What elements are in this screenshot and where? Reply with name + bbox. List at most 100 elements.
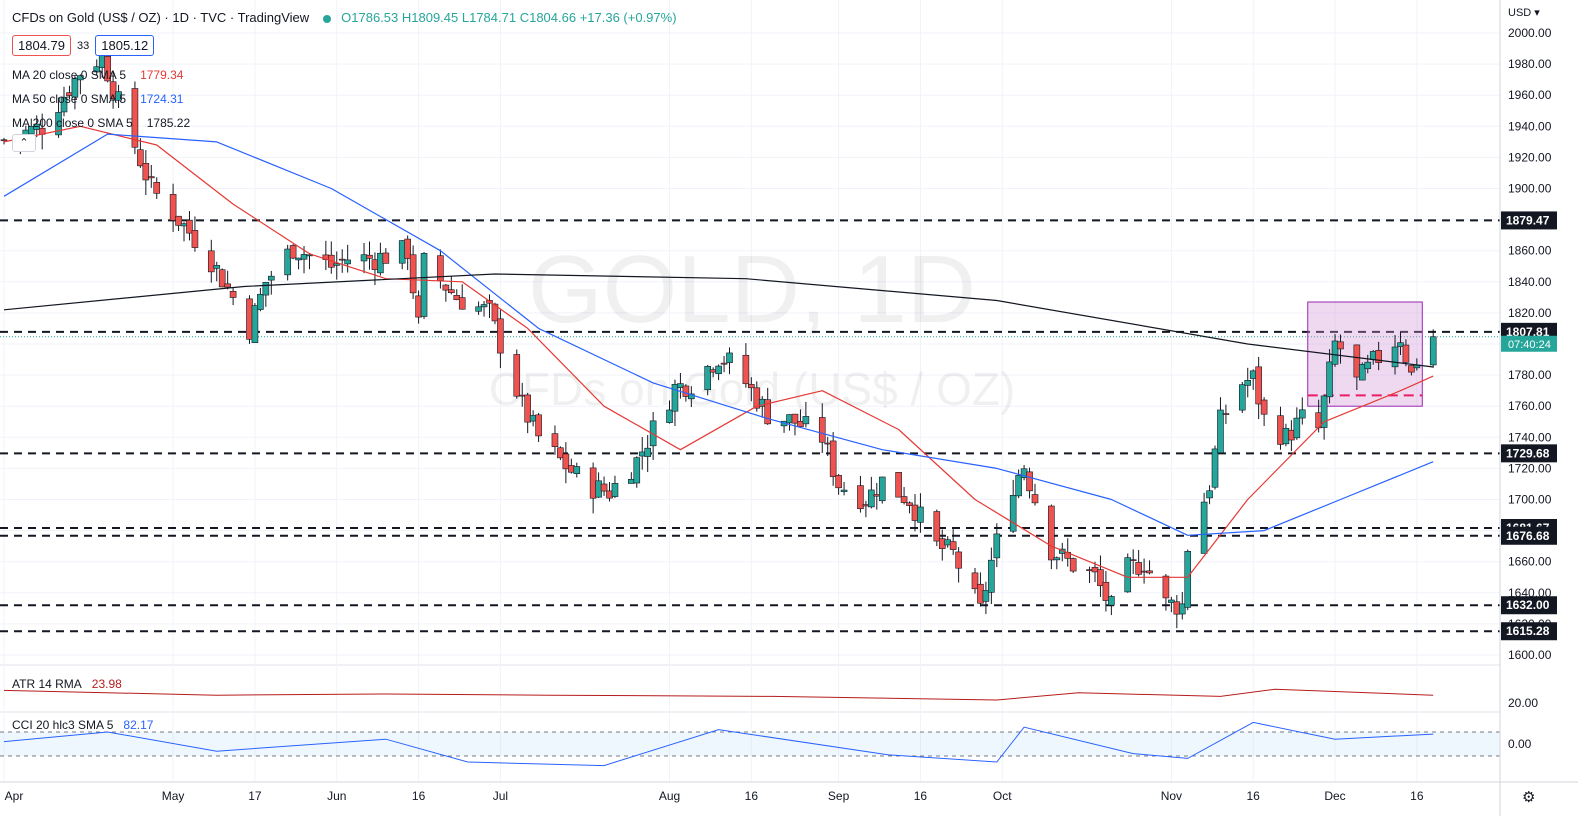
candle-body: [938, 538, 946, 549]
candle-body: [568, 465, 575, 473]
candle-body: [153, 182, 161, 194]
candle-body: [1429, 336, 1437, 366]
candle-body: [873, 494, 881, 497]
candle-body: [666, 409, 673, 423]
candle-body: [611, 483, 619, 497]
candle-body: [524, 394, 531, 423]
candle-body: [1026, 471, 1033, 492]
countdown-label: 07:40:24: [1508, 339, 1551, 351]
candle-body: [1293, 417, 1301, 439]
candle-body: [535, 414, 542, 437]
date-tick-label: Apr: [5, 789, 24, 803]
candle-body: [1244, 379, 1252, 386]
price-tick-label: 1840.00: [1508, 275, 1552, 289]
horizontal-levels: [0, 219, 1500, 633]
candle-body: [971, 572, 979, 590]
ma20-legend[interactable]: MA 20 close 0 SMA 5 1779.34: [12, 68, 183, 82]
ma50-legend[interactable]: MA 50 close 0 SMA 5 1724.31: [12, 92, 183, 106]
candle-body: [1364, 361, 1372, 370]
candle-body: [191, 230, 199, 248]
candle-body: [1069, 558, 1077, 572]
candle-body: [251, 305, 259, 343]
watermark-description: CFDs on Gold (US$ / OZ): [489, 363, 1016, 415]
ma-line-50: [3, 133, 1434, 536]
price-axis: 1600.001620.001640.001660.001680.001700.…: [1499, 0, 1557, 816]
candle-body: [137, 149, 144, 167]
candle-body: [398, 240, 406, 264]
date-tick-label: Jun: [327, 789, 346, 803]
candle-body: [1288, 429, 1295, 441]
ma200-legend[interactable]: MA 200 close 0 SMA 5 1785.22: [12, 116, 190, 130]
level-price-tag: [1501, 211, 1557, 230]
price-tick-label: 2000.00: [1508, 26, 1552, 40]
candle-body: [1009, 495, 1017, 532]
candle-body: [1211, 448, 1219, 488]
candle-body: [1369, 351, 1377, 361]
candle-body: [497, 318, 504, 354]
candle-body: [1146, 570, 1153, 574]
date-tick-label: Jul: [493, 789, 508, 803]
price-tick-label: 1720.00: [1508, 461, 1552, 475]
candle-body: [284, 248, 291, 276]
candle-body: [944, 539, 952, 546]
candle-body: [595, 480, 602, 498]
price-tick-label: 1920.00: [1508, 150, 1552, 164]
candle-body: [1097, 569, 1104, 587]
sell-price-button[interactable]: 1804.79: [12, 35, 71, 56]
candle-body: [1162, 575, 1170, 599]
candle-body: [360, 254, 368, 262]
atr-pane: [3, 688, 1434, 701]
candle-body: [726, 352, 733, 363]
candle-body: [458, 297, 466, 310]
candle-body: [1391, 346, 1399, 368]
candle-body: [1358, 364, 1366, 381]
candle-body: [60, 96, 68, 113]
candle-body: [878, 476, 886, 502]
candle-body: [1331, 340, 1339, 365]
level-price-label: 1676.68: [1506, 529, 1550, 543]
currency-selector[interactable]: USD ▾: [1508, 7, 1540, 19]
price-tick-label: 1600.00: [1508, 648, 1552, 662]
candle-body: [382, 252, 390, 264]
candle-body: [1255, 366, 1262, 405]
candle-body: [404, 238, 411, 259]
level-price-label: 1807.81: [1506, 325, 1550, 339]
candle-body: [764, 399, 772, 425]
candle-body: [1031, 494, 1039, 504]
atr-value: 23.98: [91, 677, 122, 691]
ohlc-readout: O1786.53 H1809.45 L1784.71 C1804.66 +17.…: [341, 10, 677, 25]
date-tick-label: Dec: [1324, 789, 1345, 803]
candle-body: [207, 250, 215, 273]
level-price-label: 1615.28: [1506, 624, 1550, 638]
symbol-title[interactable]: CFDs on Gold (US$ / OZ) · 1D · TVC · Tra…: [12, 10, 310, 25]
candle-body: [709, 369, 717, 373]
candle-body: [518, 394, 526, 397]
candle-body: [633, 457, 641, 484]
level-price-tag: [1501, 596, 1557, 615]
candle-body: [229, 290, 237, 298]
spread-value: 33: [77, 39, 90, 52]
candle-body: [1320, 395, 1328, 428]
candle-body: [513, 354, 521, 397]
candle-body: [649, 420, 657, 447]
candle-body: [802, 416, 810, 425]
candle-body: [109, 81, 117, 99]
candle-body: [1200, 501, 1208, 554]
candle-body: [993, 533, 1001, 559]
candle-body: [900, 496, 908, 503]
candle-body: [748, 384, 755, 389]
cci-legend[interactable]: CCI 20 hlc3 SMA 5 82.17: [12, 718, 153, 732]
collapse-legend-button[interactable]: ⌃: [12, 134, 36, 152]
buy-price-button[interactable]: 1805.12: [95, 35, 155, 56]
ma20-value: 1779.34: [140, 68, 184, 82]
candle-body: [289, 245, 297, 259]
candle-body: [742, 354, 750, 385]
candle-body: [949, 541, 957, 550]
atr-legend[interactable]: ATR 14 RMA 23.98: [12, 677, 122, 691]
candle-body: [175, 215, 182, 226]
candle-body: [895, 472, 902, 498]
date-tick-label: Oct: [993, 789, 1012, 803]
candle-body: [366, 254, 373, 259]
gear-icon[interactable]: ⚙: [1522, 789, 1536, 806]
